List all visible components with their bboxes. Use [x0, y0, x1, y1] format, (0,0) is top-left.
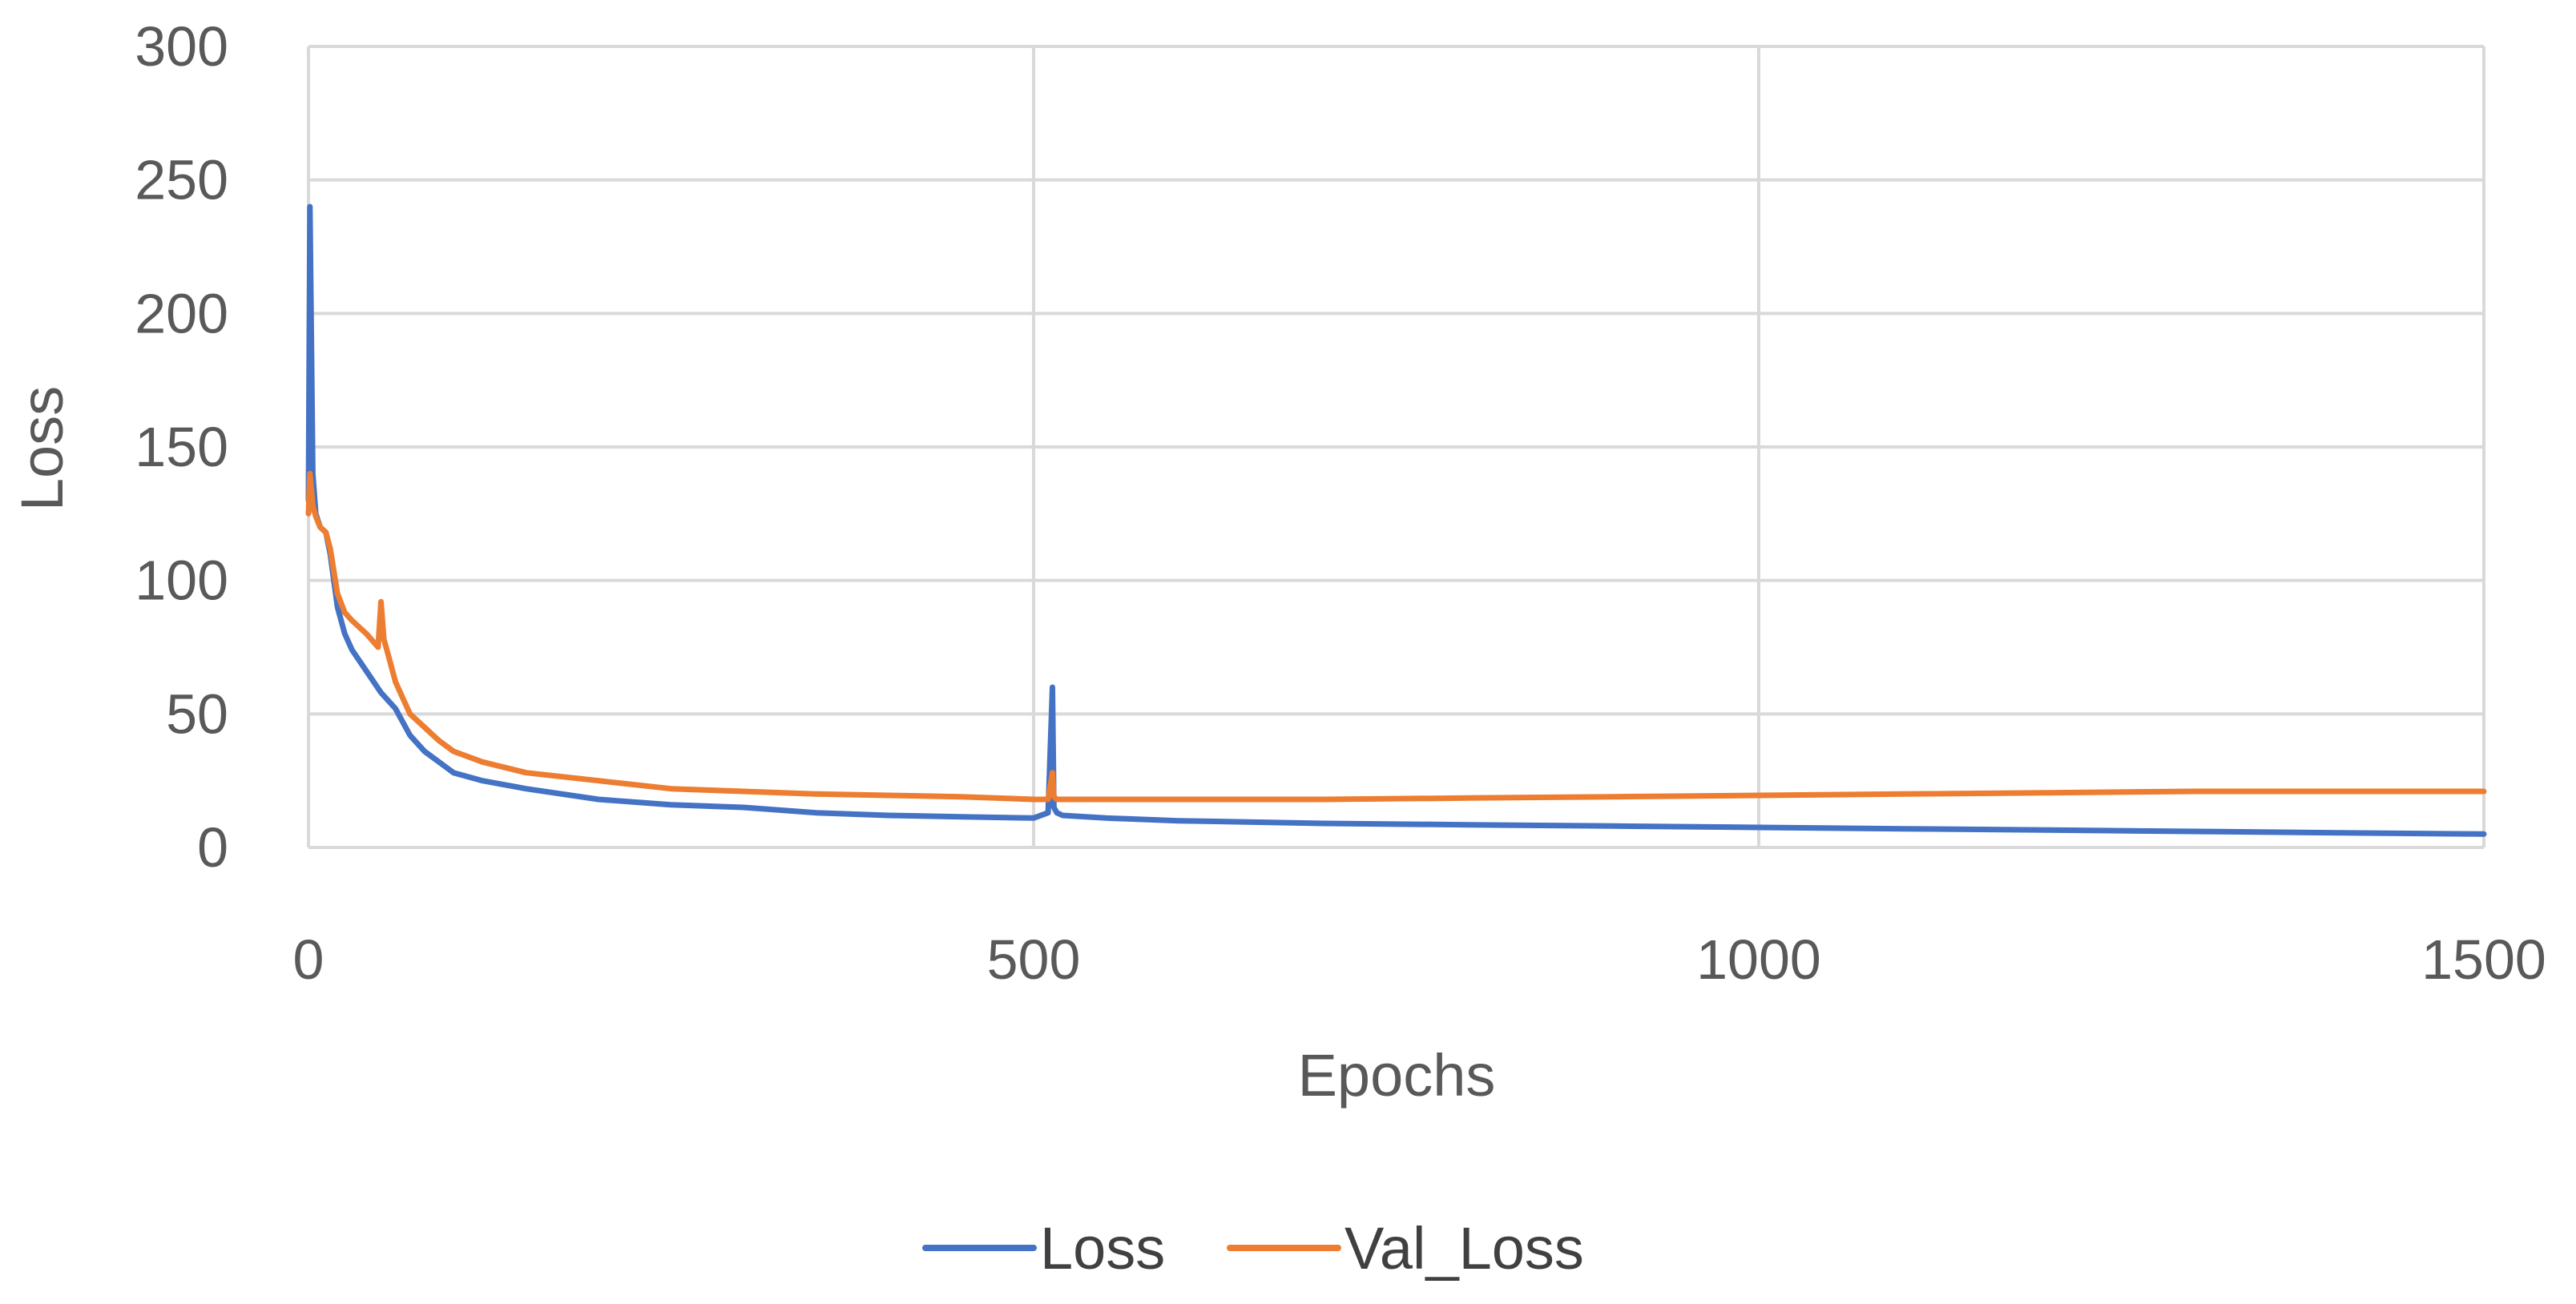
y-axis-tick-labels: 0 50 100 150 200 250 300: [135, 15, 228, 879]
plot-area: [305, 45, 2487, 849]
legend-label-val-loss: Val_Loss: [1344, 1215, 1584, 1282]
series-lines: [305, 203, 2487, 837]
y-axis-title: Loss: [9, 386, 75, 511]
y-tick-label: 100: [135, 549, 228, 612]
y-tick-label: 50: [166, 682, 228, 745]
x-tick-label: 500: [987, 928, 1081, 991]
x-tick-label: 1000: [1696, 928, 1821, 991]
series-line-loss: [305, 203, 2487, 837]
series-line-val-loss: [305, 470, 2487, 803]
y-tick-label: 250: [135, 149, 228, 211]
legend: Loss Val_Loss: [922, 1215, 1584, 1282]
legend-label-loss: Loss: [1040, 1215, 1165, 1282]
y-tick-label: 200: [135, 282, 228, 344]
gridlines: [307, 45, 2485, 849]
x-tick-label: 0: [293, 928, 325, 991]
y-tick-label: 150: [135, 416, 228, 478]
y-tick-label: 300: [135, 15, 228, 78]
x-tick-label: 1500: [2421, 928, 2546, 991]
y-tick-label: 0: [197, 816, 228, 879]
x-axis-tick-labels: 0 500 1000 1500: [293, 928, 2546, 991]
x-axis-title: Epochs: [1298, 1042, 1496, 1109]
